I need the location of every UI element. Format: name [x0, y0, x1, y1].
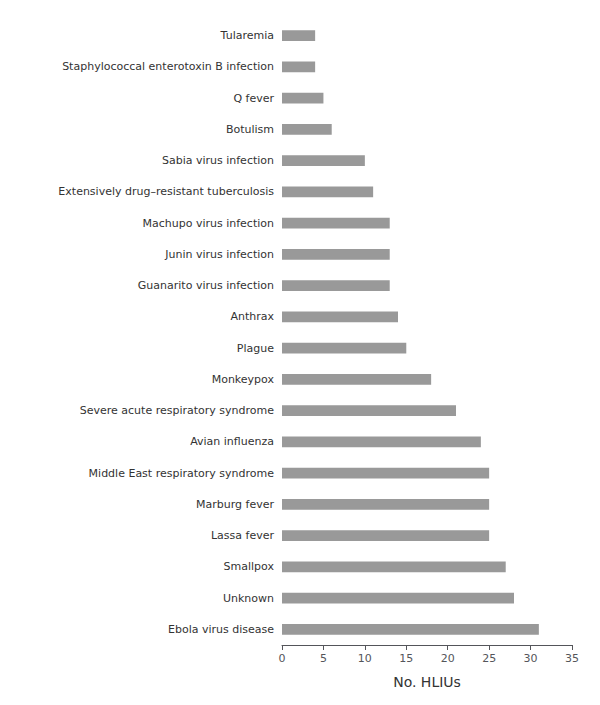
svg-text:Middle East respiratory syndro: Middle East respiratory syndrome: [89, 467, 275, 480]
svg-text:Ebola virus disease: Ebola virus disease: [168, 623, 274, 636]
svg-text:Tularemia: Tularemia: [220, 29, 274, 42]
svg-text:No. HLIUs: No. HLIUs: [393, 674, 461, 690]
svg-text:Junin virus infection: Junin virus infection: [164, 248, 274, 261]
svg-text:Staphylococcal enterotoxin B i: Staphylococcal enterotoxin B infection: [62, 60, 274, 73]
svg-text:Marburg fever: Marburg fever: [196, 498, 274, 511]
svg-text:10: 10: [358, 652, 372, 665]
svg-text:Plague: Plague: [237, 342, 274, 355]
svg-text:Avian influenza: Avian influenza: [190, 435, 274, 448]
svg-text:Machupo virus infection: Machupo virus infection: [142, 217, 274, 230]
svg-text:Guanarito virus infection: Guanarito virus infection: [138, 279, 274, 292]
svg-text:15: 15: [399, 652, 413, 665]
svg-text:35: 35: [565, 652, 579, 665]
svg-text:Smallpox: Smallpox: [224, 560, 275, 573]
svg-text:5: 5: [320, 652, 327, 665]
svg-text:Lassa fever: Lassa fever: [211, 529, 274, 542]
svg-text:30: 30: [524, 652, 538, 665]
svg-text:Botulism: Botulism: [226, 123, 274, 136]
svg-text:0: 0: [279, 652, 286, 665]
svg-text:Severe acute respiratory syndr: Severe acute respiratory syndrome: [80, 404, 274, 417]
svg-text:Q fever: Q fever: [233, 92, 274, 105]
svg-text:Extensively drug–resistant tub: Extensively drug–resistant tuberculosis: [58, 185, 274, 198]
svg-text:Sabia virus infection: Sabia virus infection: [162, 154, 274, 167]
svg-text:Monkeypox: Monkeypox: [212, 373, 275, 386]
svg-text:Anthrax: Anthrax: [230, 310, 274, 323]
svg-text:Unknown: Unknown: [223, 592, 274, 605]
svg-text:20: 20: [441, 652, 455, 665]
svg-text:25: 25: [482, 652, 496, 665]
